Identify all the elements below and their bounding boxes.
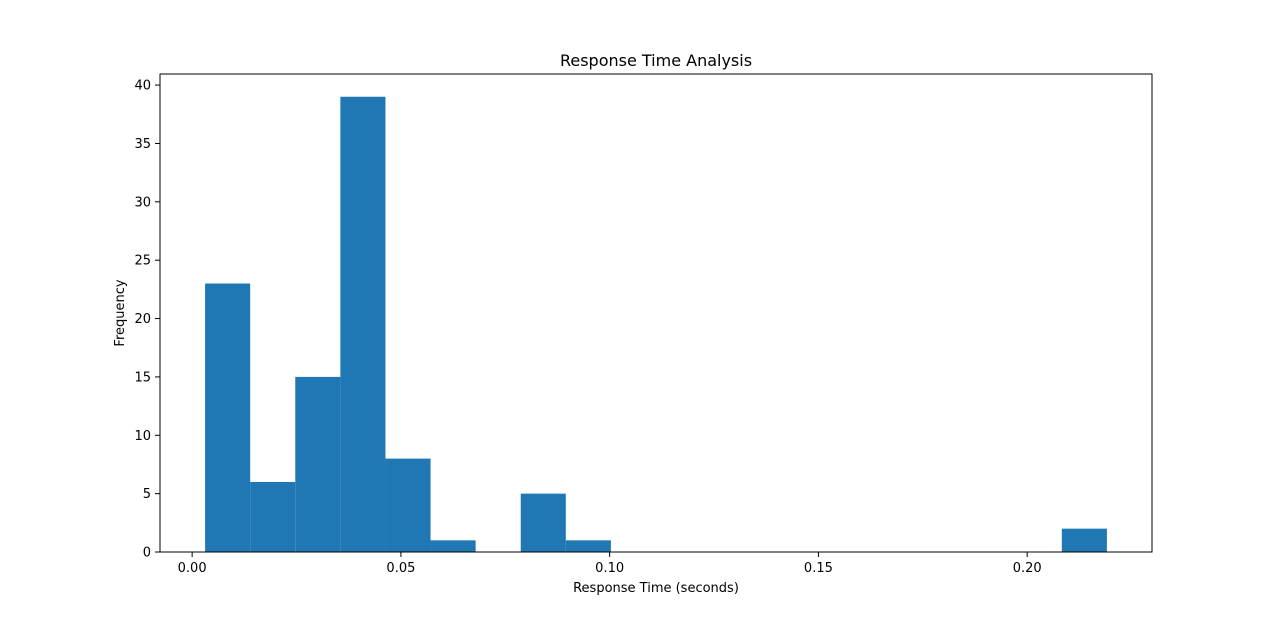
y-tick-label: 25 — [134, 254, 151, 269]
chart-title: Response Time Analysis — [560, 51, 752, 70]
y-tick-label: 5 — [143, 487, 151, 502]
histogram-bar — [1061, 528, 1107, 552]
y-axis: 0 5 10 15 20 25 30 35 40 — [134, 79, 160, 561]
y-axis-label: Frequency — [113, 279, 128, 346]
histogram-bar — [250, 481, 296, 552]
x-axis: 0.00 0.05 0.10 0.15 0.20 — [178, 552, 1042, 576]
x-tick-label: 0.00 — [178, 561, 207, 576]
histogram-bar — [430, 540, 476, 552]
histogram-bar — [385, 458, 431, 552]
histogram-bar — [205, 283, 251, 552]
x-tick-label: 0.20 — [1013, 561, 1042, 576]
y-tick-label: 10 — [134, 429, 151, 444]
bars-layer — [205, 96, 1107, 552]
y-tick-label: 35 — [134, 137, 151, 152]
plot-frame — [159, 73, 1153, 553]
y-tick-label: 15 — [134, 370, 151, 385]
histogram-bar — [520, 493, 566, 552]
histogram-bar — [565, 540, 611, 552]
x-tick-label: 0.10 — [595, 561, 624, 576]
x-axis-label: Response Time (seconds) — [573, 581, 739, 596]
x-tick-label: 0.05 — [386, 561, 415, 576]
x-tick-label: 0.15 — [804, 561, 833, 576]
y-tick-label: 40 — [134, 79, 151, 94]
histogram-bar — [295, 376, 341, 552]
histogram-bar — [340, 96, 386, 552]
y-tick-label: 20 — [134, 312, 151, 327]
y-tick-label: 30 — [134, 195, 151, 210]
y-tick-label: 0 — [143, 546, 151, 561]
